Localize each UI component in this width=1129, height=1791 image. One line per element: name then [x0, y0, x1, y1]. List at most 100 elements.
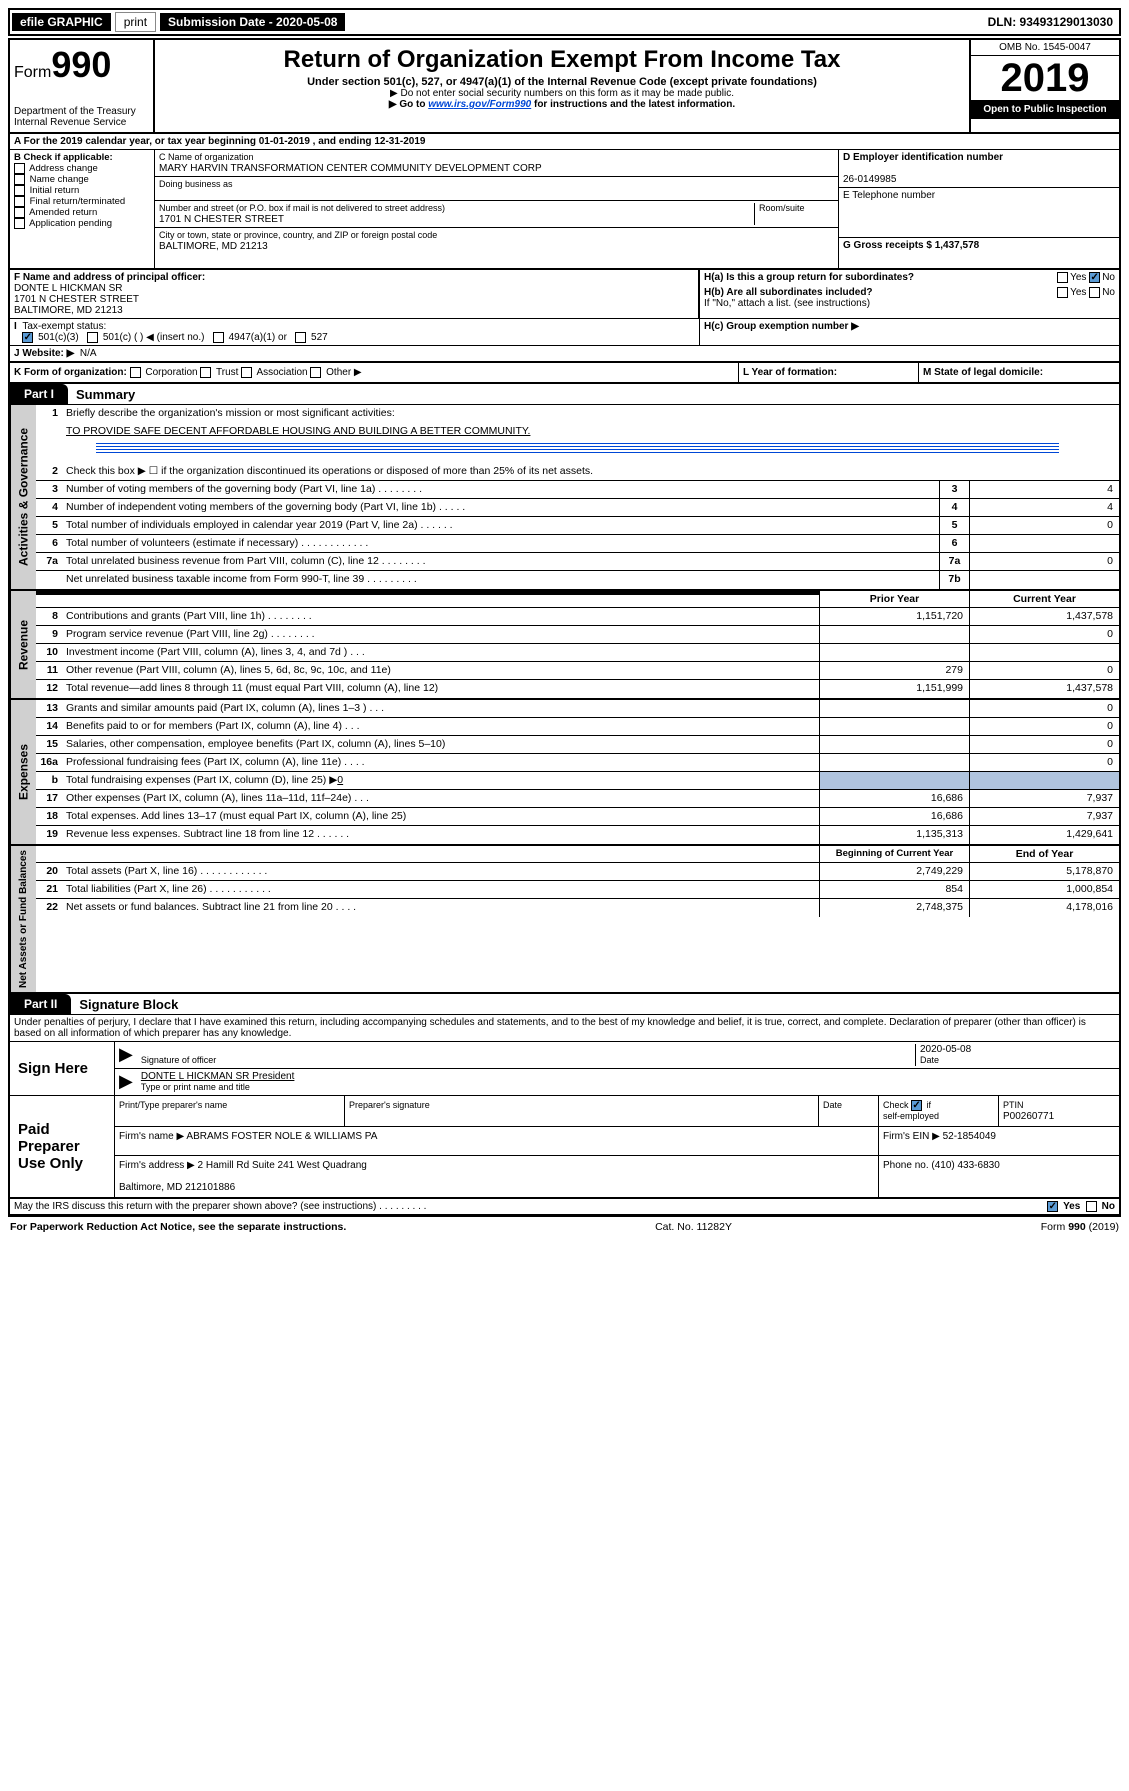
mission-text: TO PROVIDE SAFE DECENT AFFORDABLE HOUSIN… [62, 423, 1119, 441]
chk-501c[interactable] [87, 332, 98, 343]
checkbox-initial-return[interactable] [14, 185, 25, 196]
line10-label: Investment income (Part VIII, column (A)… [62, 644, 819, 661]
checkbox-name-change[interactable] [14, 174, 25, 185]
hb-label: H(b) Are all subordinates included? [704, 287, 873, 298]
tax-status-label: Tax-exempt status: [22, 321, 106, 332]
opt-corporation: Corporation [145, 367, 197, 378]
p9 [819, 626, 969, 643]
form-ref: Form 990 (2019) [1041, 1221, 1119, 1233]
hb-no: No [1102, 287, 1115, 298]
header-right: OMB No. 1545-0047 2019 Open to Public In… [969, 40, 1119, 132]
ha-no-checkbox[interactable] [1089, 272, 1100, 283]
chk-other[interactable] [310, 367, 321, 378]
form-title: Return of Organization Exempt From Incom… [163, 46, 961, 74]
discuss-no-checkbox[interactable] [1086, 1201, 1097, 1212]
k-l-m-row: K Form of organization: Corporation Trus… [10, 363, 1119, 384]
val-5: 0 [969, 517, 1119, 534]
firm-phone: Phone no. (410) 433-6830 [883, 1160, 1000, 1171]
c20: 5,178,870 [969, 863, 1119, 880]
form-990-frame: Form990 Department of the Treasury Inter… [8, 38, 1121, 1217]
city-state-zip: BALTIMORE, MD 21213 [159, 241, 268, 252]
cat-number: Cat. No. 11282Y [655, 1221, 732, 1233]
p14 [819, 718, 969, 735]
checkbox-final-return[interactable] [14, 196, 25, 207]
opt-501c3: 501(c)(3) [38, 332, 79, 343]
c12: 1,437,578 [969, 680, 1119, 698]
part2-header: Part II Signature Block [10, 994, 1119, 1015]
c8: 1,437,578 [969, 608, 1119, 625]
sign-here-label: Sign Here [10, 1042, 115, 1095]
paperwork-notice: For Paperwork Reduction Act Notice, see … [10, 1221, 346, 1233]
paid-preparer-label: Paid Preparer Use Only [10, 1096, 115, 1197]
sig-date: 2020-05-08 [920, 1044, 971, 1055]
checkbox-address-change[interactable] [14, 163, 25, 174]
prep-sig-hdr: Preparer's signature [349, 1100, 430, 1110]
line7a-label: Total unrelated business revenue from Pa… [62, 553, 939, 570]
header-center: Return of Organization Exempt From Incom… [155, 40, 969, 132]
chk-527[interactable] [295, 332, 306, 343]
c22: 4,178,016 [969, 899, 1119, 917]
ha-yes-checkbox[interactable] [1057, 272, 1068, 283]
firm-ein: Firm's EIN ▶ 52-1854049 [883, 1131, 996, 1142]
opt-trust: Trust [216, 367, 238, 378]
ein-label: D Employer identification number [843, 152, 1003, 163]
arrow-icon: ▶ [119, 1044, 133, 1066]
print-btn[interactable]: print [115, 12, 156, 32]
line18-label: Total expenses. Add lines 13–17 (must eq… [62, 808, 819, 825]
firm-name: ABRAMS FOSTER NOLE & WILLIAMS PA [186, 1131, 377, 1142]
chk-association[interactable] [241, 367, 252, 378]
p11: 279 [819, 662, 969, 679]
chk-corporation[interactable] [130, 367, 141, 378]
opt-application-pending: Application pending [29, 218, 112, 229]
ha-no: No [1102, 272, 1115, 283]
prep-name-hdr: Print/Type preparer's name [119, 1100, 227, 1110]
city-label: City or town, state or province, country… [159, 230, 437, 240]
efile-graphic-btn[interactable]: efile GRAPHIC [12, 13, 111, 31]
line6-label: Total number of volunteers (estimate if … [62, 535, 939, 552]
ha-yes: Yes [1070, 272, 1086, 283]
p16a [819, 754, 969, 771]
opt-address-change: Address change [29, 163, 98, 174]
hb-yes-checkbox[interactable] [1057, 287, 1068, 298]
arrow-icon: ▶ [119, 1071, 133, 1093]
discuss-yes-checkbox[interactable] [1047, 1201, 1058, 1212]
p8: 1,151,720 [819, 608, 969, 625]
ein-value: 26-0149985 [843, 174, 896, 185]
line16b-value: 0 [337, 774, 343, 786]
sign-here-row: Sign Here ▶ Signature of officer 2020-05… [10, 1042, 1119, 1096]
header-left: Form990 Department of the Treasury Inter… [10, 40, 155, 132]
box-l-year-formation: L Year of formation: [739, 363, 919, 382]
line12-label: Total revenue—add lines 8 through 11 (mu… [62, 680, 819, 698]
chk-trust[interactable] [200, 367, 211, 378]
c11: 0 [969, 662, 1119, 679]
form-org-label: K Form of organization: [14, 367, 127, 378]
perjury-statement: Under penalties of perjury, I declare th… [10, 1015, 1119, 1042]
chk-4947[interactable] [213, 332, 224, 343]
note2-pre: ▶ Go to [389, 99, 428, 110]
hb-no-checkbox[interactable] [1089, 287, 1100, 298]
c18: 7,937 [969, 808, 1119, 825]
sig-date-label: Date [920, 1055, 939, 1065]
opt-name-change: Name change [30, 174, 89, 185]
val-6 [969, 535, 1119, 552]
opt-other: Other ▶ [326, 367, 361, 378]
net-assets-section: Net Assets or Fund Balances Beginning of… [10, 846, 1119, 994]
discuss-label: May the IRS discuss this return with the… [14, 1201, 426, 1212]
p12: 1,151,999 [819, 680, 969, 698]
c-name-label: C Name of organization [159, 152, 254, 162]
officer-label: F Name and address of principal officer: [14, 272, 205, 283]
checkbox-application-pending[interactable] [14, 218, 25, 229]
ptin-value: P00260771 [1003, 1111, 1054, 1122]
chk-501c3[interactable] [22, 332, 33, 343]
addr-label: Number and street (or P.O. box if mail i… [159, 203, 445, 213]
street-address: 1701 N CHESTER STREET [159, 214, 284, 225]
line22-label: Net assets or fund balances. Subtract li… [62, 899, 819, 917]
p21: 854 [819, 881, 969, 898]
self-employed-checkbox[interactable] [911, 1100, 922, 1111]
form-number: 990 [51, 44, 111, 85]
officer-group-row: F Name and address of principal officer:… [10, 270, 1119, 319]
open-public-inspection: Open to Public Inspection [971, 100, 1119, 119]
checkbox-amended-return[interactable] [14, 207, 25, 218]
irs-link[interactable]: www.irs.gov/Form990 [428, 99, 531, 110]
tax-status-row: I Tax-exempt status: 501(c)(3) 501(c) ( … [10, 319, 1119, 346]
